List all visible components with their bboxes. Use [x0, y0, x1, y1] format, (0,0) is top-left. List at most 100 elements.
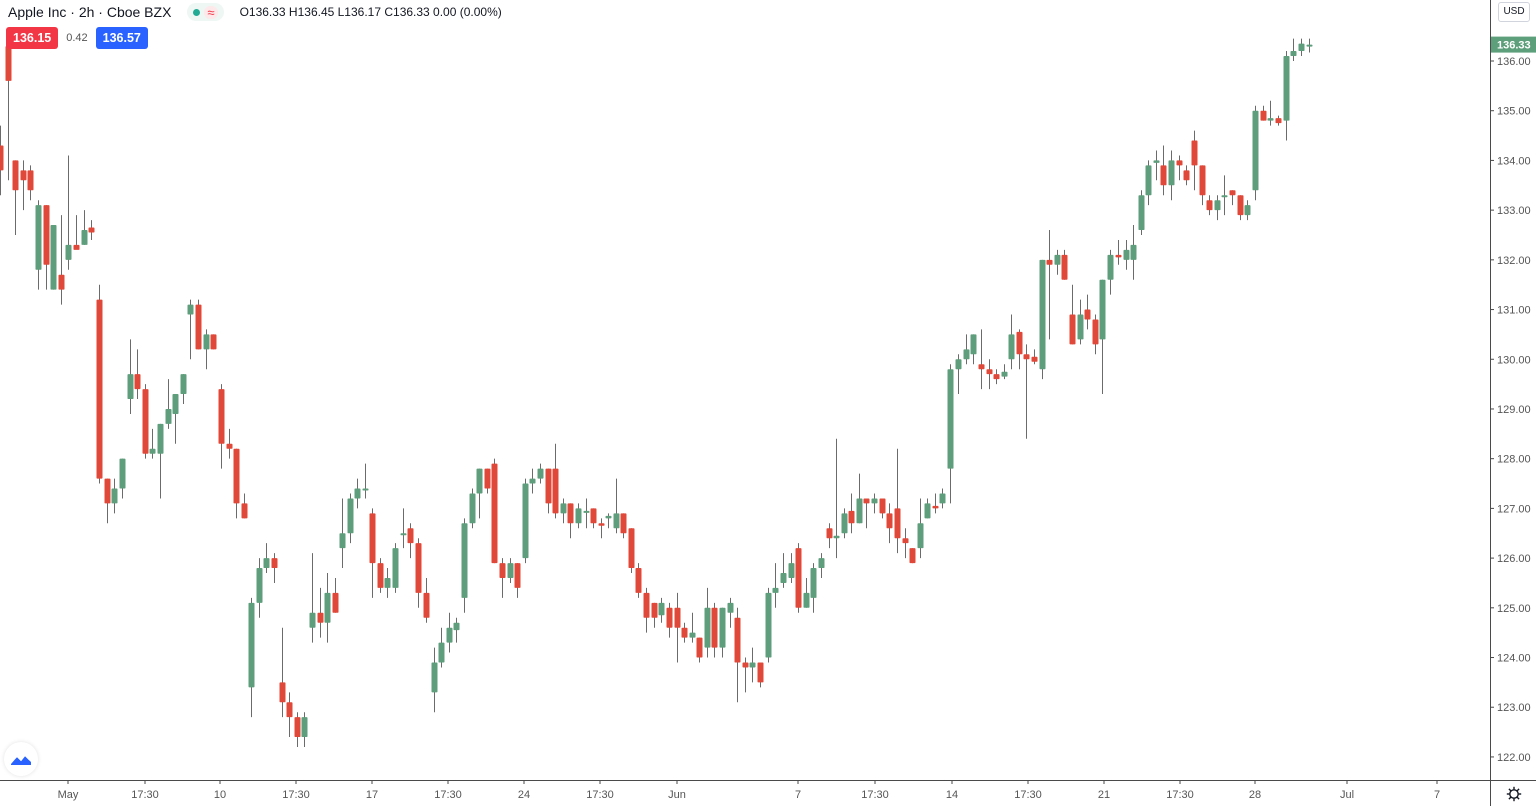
- candle: [1298, 38, 1305, 57]
- candle: [955, 354, 962, 395]
- candle: [1001, 364, 1008, 380]
- time-tick-label: 14: [946, 789, 958, 801]
- candle: [1084, 294, 1091, 330]
- candle: [407, 523, 414, 559]
- candle: [848, 493, 855, 534]
- candle: [810, 563, 817, 613]
- candle: [704, 587, 711, 658]
- time-tick-label: 17: [366, 789, 378, 801]
- candle: [1168, 150, 1175, 201]
- candle: [795, 543, 802, 613]
- candle: [833, 438, 840, 559]
- candle: [1031, 349, 1038, 365]
- candle: [514, 563, 521, 598]
- tradingview-logo-button[interactable]: [4, 742, 38, 776]
- price-tick-label: 130.00: [1497, 354, 1531, 366]
- time-tick-label: 21: [1098, 789, 1110, 801]
- market-status[interactable]: ≈: [187, 3, 224, 21]
- candle: [537, 463, 544, 484]
- candle: [947, 364, 954, 504]
- price-tick-label: 132.00: [1497, 255, 1531, 267]
- candle: [1306, 38, 1313, 53]
- price-tick-label: 122.00: [1497, 752, 1531, 764]
- candle: [1069, 284, 1076, 345]
- candle: [1275, 115, 1282, 126]
- candle: [165, 379, 172, 429]
- candle: [484, 468, 491, 494]
- price-tick-label: 127.00: [1497, 503, 1531, 515]
- candle: [111, 478, 118, 514]
- candle: [1290, 38, 1297, 61]
- currency-button[interactable]: USD: [1498, 2, 1530, 22]
- candle: [241, 493, 248, 519]
- time-tick-label: 28: [1249, 789, 1261, 801]
- candle: [598, 518, 605, 539]
- candle: [803, 577, 810, 608]
- candle: [271, 553, 278, 583]
- candle: [104, 478, 111, 524]
- candle: [210, 334, 217, 350]
- candle: [1008, 314, 1015, 370]
- candle: [734, 607, 741, 703]
- candle: [119, 458, 126, 499]
- candle: [27, 165, 34, 201]
- buy-button[interactable]: 136.57: [95, 27, 148, 49]
- candle: [757, 662, 764, 688]
- symbol-title[interactable]: Apple Inc · 2h · Cboe BZX: [8, 4, 172, 20]
- candle: [339, 498, 346, 569]
- sell-button[interactable]: 136.15: [6, 27, 59, 49]
- candle: [317, 587, 324, 638]
- candle: [453, 617, 460, 643]
- candle: [986, 359, 993, 390]
- candle: [1016, 329, 1023, 370]
- candle: [780, 553, 787, 588]
- spread-value: 0.42: [66, 32, 88, 44]
- price-axis[interactable]: 136.00 135.00 134.00 133.00 132.00 131.00 130.…: [1490, 56, 1531, 764]
- candle: [909, 548, 916, 564]
- candle: [507, 558, 514, 583]
- candle: [431, 647, 438, 713]
- price-tick-label: 134.00: [1497, 155, 1531, 167]
- chart-settings-button[interactable]: [1504, 784, 1524, 804]
- candle: [256, 558, 263, 618]
- time-tick-label: 24: [518, 789, 530, 801]
- candle: [545, 468, 552, 514]
- candle: [1160, 145, 1167, 196]
- candle: [384, 568, 391, 598]
- candle: [522, 478, 529, 564]
- candle: [309, 553, 316, 643]
- candle: [1092, 314, 1099, 355]
- candle: [301, 712, 308, 747]
- candle: [96, 284, 103, 484]
- time-tick-label: 7: [1434, 789, 1440, 801]
- candle: [226, 428, 233, 459]
- candle: [279, 627, 286, 718]
- price-tick-label: 131.00: [1497, 305, 1531, 317]
- time-tick-label: Jun: [668, 789, 686, 801]
- candle: [172, 394, 179, 444]
- candle: [286, 692, 293, 738]
- price-tick-label: 125.00: [1497, 603, 1531, 615]
- time-tick-label: 7: [795, 789, 801, 801]
- time-tick-label: 17:30: [1166, 789, 1194, 801]
- candle: [1237, 195, 1244, 221]
- candle: [1214, 195, 1221, 221]
- candle: [415, 538, 422, 608]
- candle: [1107, 249, 1114, 295]
- candle: [1267, 100, 1274, 126]
- candle: [658, 597, 665, 623]
- price-tick-label: 123.00: [1497, 702, 1531, 714]
- candle: [1099, 279, 1106, 395]
- last-price-value: 136.33: [1497, 40, 1531, 52]
- candle: [856, 473, 863, 524]
- candle: [696, 637, 703, 663]
- candle: [1145, 160, 1152, 206]
- candle: [567, 503, 574, 539]
- time-axis[interactable]: May 17:30 10 17:30 17 17:30 24 17:30 Jun 7 17:30 14…: [58, 780, 1440, 801]
- candle: [1138, 190, 1145, 235]
- candle: [187, 299, 194, 360]
- price-tick-label: 129.00: [1497, 404, 1531, 416]
- candle: [476, 468, 483, 519]
- candle: [1206, 195, 1213, 216]
